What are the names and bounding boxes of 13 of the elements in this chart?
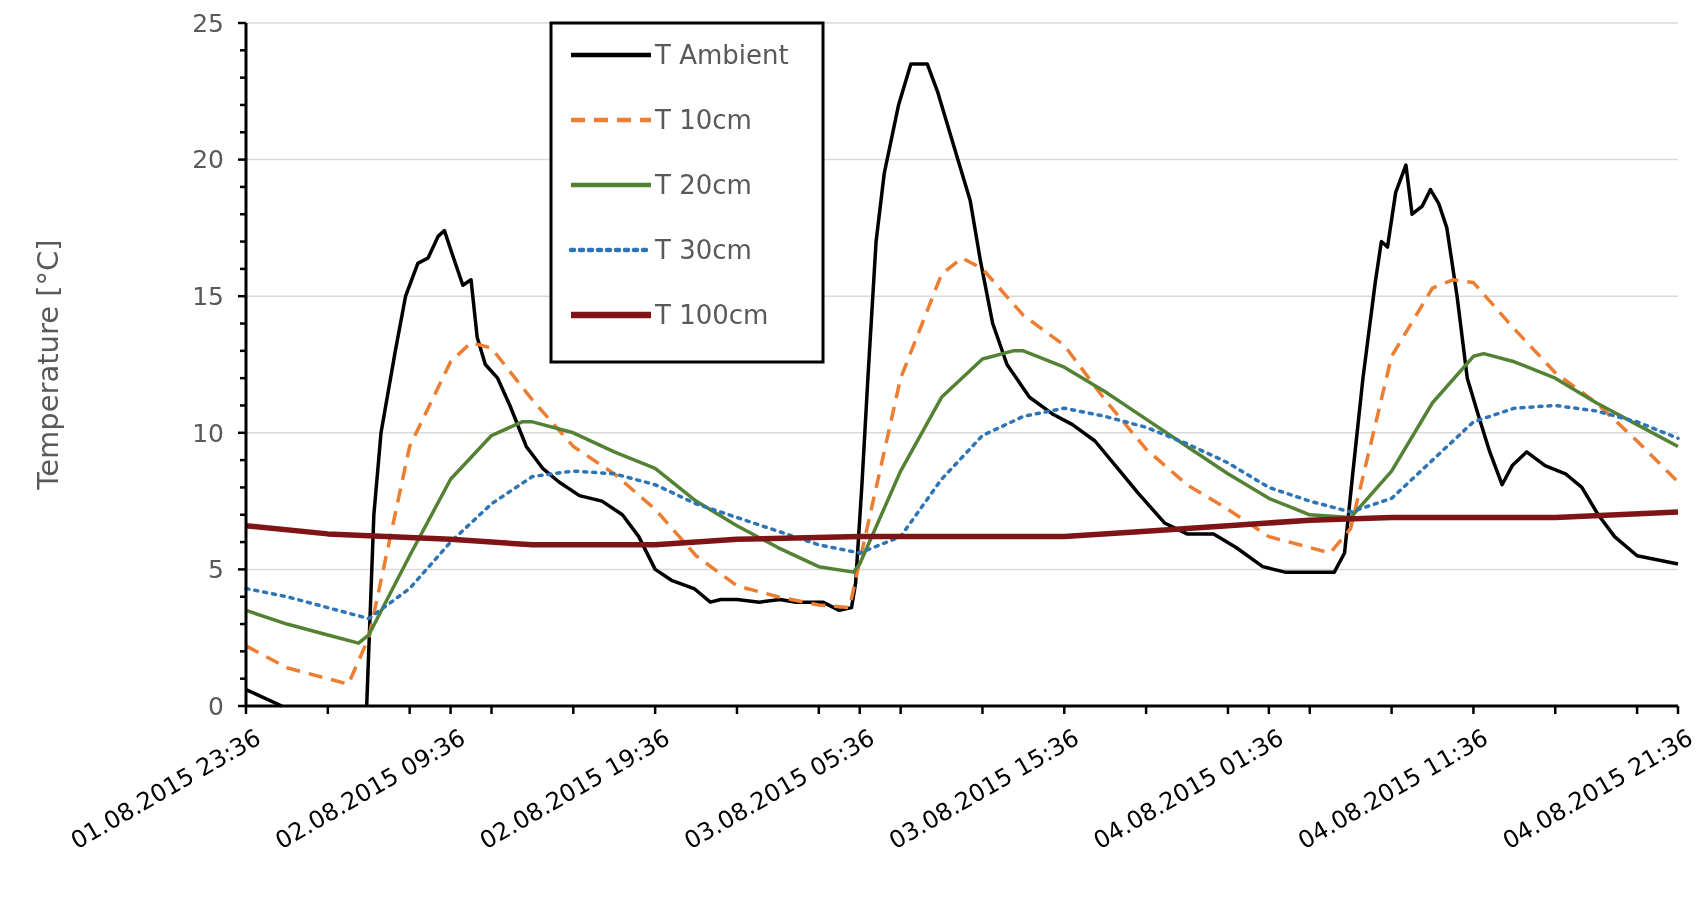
y-axis-title: Temperature [°C] (31, 239, 65, 491)
y-tick-label: 0 (208, 691, 224, 721)
y-tick-label: 15 (192, 281, 224, 311)
legend-label: T Ambient (654, 40, 789, 71)
line-series (244, 403, 1680, 621)
y-tick-label: 20 (192, 145, 224, 175)
y-tick-label: 25 (192, 8, 224, 38)
legend-label: T 100cm (654, 300, 769, 331)
legend-label: T 10cm (654, 105, 752, 136)
legend-label: T 20cm (654, 170, 752, 201)
legend-label: T 30cm (654, 235, 752, 266)
y-tick-label: 5 (208, 555, 224, 585)
y-tick-label: 10 (192, 418, 224, 448)
